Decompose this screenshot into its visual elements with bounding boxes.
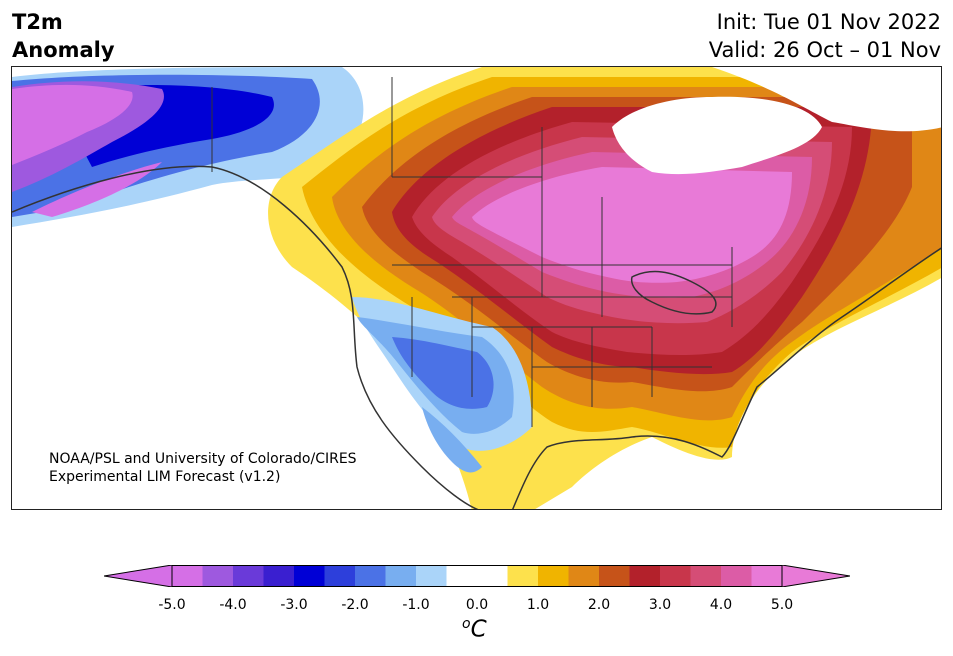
alaska-anomaly-band (12, 84, 133, 165)
valid-range: Valid: 26 Oct – 01 Nov (708, 38, 941, 62)
colorbar-segment (751, 565, 783, 587)
colorbar-segment (324, 565, 356, 587)
colorbar (104, 565, 850, 587)
date-info: Init: Tue 01 Nov 2022 Valid: 26 Oct – 01… (709, 8, 941, 64)
southwest-anomaly-band (422, 407, 482, 473)
credit-line-1: NOAA/PSL and University of Colorado/CIRE… (49, 451, 357, 467)
colorbar-segment (721, 565, 752, 587)
colorbar-border (171, 565, 783, 587)
colorbar-tick-label: -4.0 (219, 597, 247, 613)
colorbar-tick-label: 1.0 (526, 597, 550, 613)
colorbar-tick-label: 4.0 (709, 597, 733, 613)
colorbar-segment (233, 565, 264, 587)
coastlines (12, 165, 941, 509)
credit-text: NOAA/PSL and University of Colorado/CIRE… (49, 450, 357, 486)
colorbar-tick-label: -3.0 (280, 597, 308, 613)
colorbar-segment (477, 565, 508, 587)
anomaly-map: NOAA/PSL and University of Colorado/CIRE… (11, 66, 942, 510)
colorbar-under-arrow (104, 565, 173, 587)
colorbar-segment (446, 565, 478, 587)
arctic-ocean (712, 67, 941, 132)
colorbar-tick-label: -2.0 (341, 597, 369, 613)
colorbar-segment (172, 565, 203, 587)
colorbar-tick-label: -1.0 (402, 597, 430, 613)
colorbar-tick-label: 0.0 (465, 597, 489, 613)
colorbar-segment (385, 565, 417, 587)
credit-line-2: Experimental LIM Forecast (v1.2) (49, 469, 281, 485)
init-date: Init: Tue 01 Nov 2022 (716, 10, 941, 34)
colorbar-segment (599, 565, 630, 587)
colorbar-segment (355, 565, 386, 587)
colorbar-tick-label: 5.0 (770, 597, 794, 613)
anomaly-label: Anomaly (12, 38, 115, 62)
map-canvas (12, 67, 941, 509)
hudson-bay (612, 96, 822, 175)
colorbar-segment (263, 565, 295, 587)
colorbar-segment (660, 565, 691, 587)
colorbar-tick-label: 2.0 (587, 597, 611, 613)
political-boundaries (211, 77, 733, 427)
warm-anomaly-band (472, 167, 792, 283)
alaska-anomaly-band (32, 162, 162, 217)
unit-degree: o (462, 616, 471, 632)
unit-label: oC (462, 616, 487, 643)
colorbar-segment (416, 565, 447, 587)
colorbar-segment (294, 565, 325, 587)
colorbar-over-arrow (781, 565, 850, 587)
colorbar-segment (202, 565, 234, 587)
colorbar-segment (690, 565, 722, 587)
map-title: T2m Anomaly (12, 8, 115, 64)
southwest-anomaly-band (392, 337, 494, 409)
colorbar-segment (629, 565, 661, 587)
unit-symbol: C (470, 616, 487, 643)
colorbar-segment (568, 565, 600, 587)
colorbar-segment (538, 565, 569, 587)
variable-label: T2m (12, 10, 63, 34)
colorbar-segment (507, 565, 539, 587)
colorbar-tick-label: -5.0 (158, 597, 186, 613)
colorbar-tick-label: 3.0 (648, 597, 672, 613)
